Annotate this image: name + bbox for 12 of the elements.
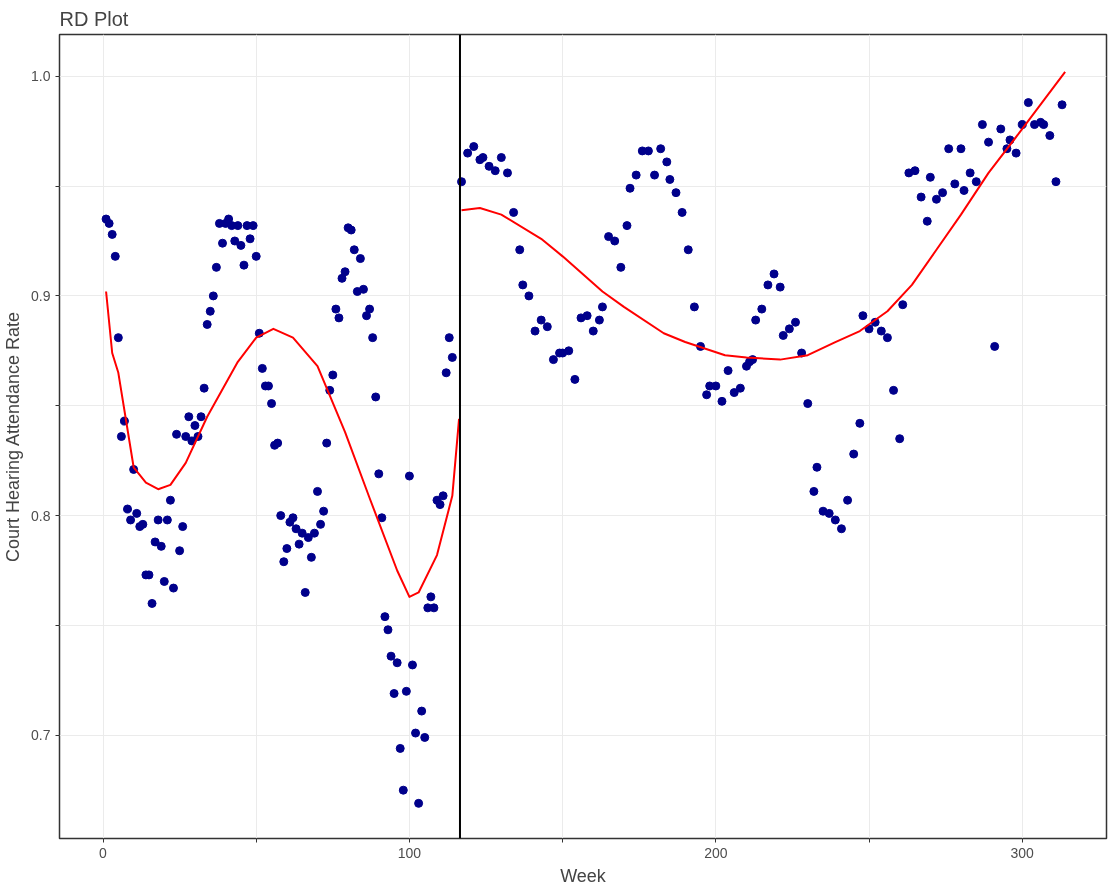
x-tick-label: 300 [1010,844,1035,861]
x-tick-label: 200 [704,844,728,861]
y-tick-label: 0.7 [31,727,51,744]
y-axis-title: Court Hearing Attendance Rate [3,311,24,563]
x-tick-label: 100 [397,844,422,861]
line-series [105,290,461,598]
y-tick-label: 0.8 [31,507,51,524]
y-tick-label: 1.0 [31,68,51,85]
y-tick-label: 0.9 [31,287,51,304]
x-tick-label: 0 [99,844,108,861]
chart-title: RD Plot [59,7,129,30]
x-axis-title: Week [560,865,607,886]
